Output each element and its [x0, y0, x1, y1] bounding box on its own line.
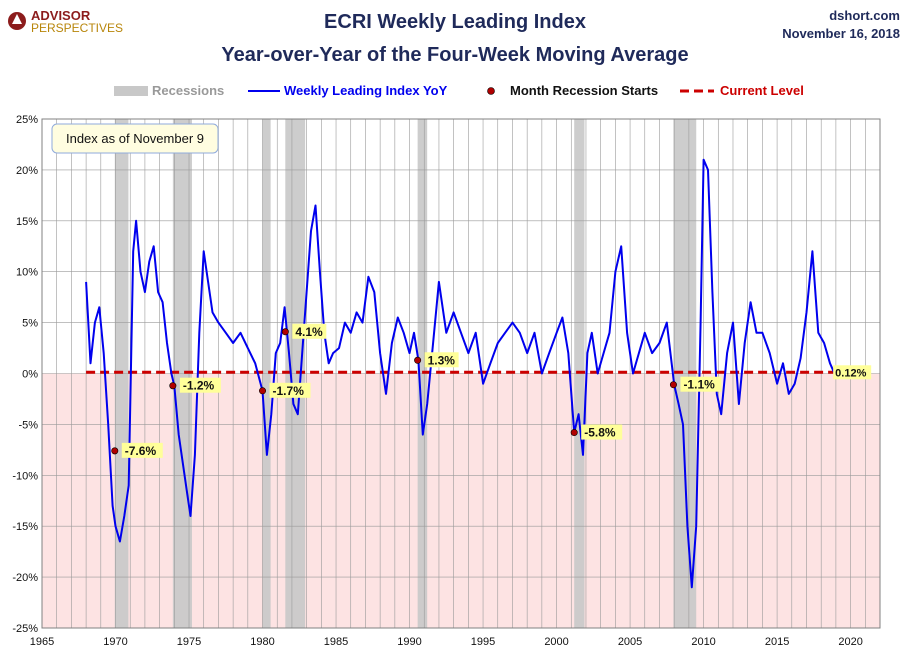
x-tick-label: 2020 — [838, 636, 862, 648]
chart-title-line2: Year-over-Year of the Four-Week Moving A… — [221, 44, 688, 66]
start-marker — [111, 447, 119, 455]
logo: ADVISOR PERSPECTIVES — [8, 8, 123, 35]
start-label-bg — [424, 352, 459, 368]
legend-starts-label: Month Recession Starts — [510, 83, 658, 98]
x-tick-label: 1970 — [103, 636, 127, 648]
start-marker — [169, 382, 177, 390]
start-label: -5.8% — [584, 426, 616, 440]
chart-date: November 16, 2018 — [782, 26, 900, 41]
y-tick-label: 10% — [16, 267, 38, 279]
x-tick-label: 2000 — [544, 636, 568, 648]
start-label: -1.1% — [683, 378, 715, 392]
start-label: 1.3% — [428, 353, 456, 367]
y-tick-label: 0% — [22, 369, 38, 381]
x-tick-label: 1990 — [397, 636, 421, 648]
start-label-bg — [179, 377, 221, 393]
plot-frame — [41, 118, 881, 629]
y-tick-label: 15% — [16, 216, 38, 228]
start-label-bg — [680, 376, 722, 392]
index-note: Index as of November 9 — [51, 123, 219, 154]
current-level-label: 0.12% — [835, 367, 866, 379]
y-tick-label: 25% — [16, 114, 38, 126]
y-tick-label: 5% — [22, 318, 38, 330]
start-marker — [281, 328, 289, 336]
start-label: 4.1% — [295, 325, 323, 339]
y-tick-label: -20% — [12, 572, 38, 584]
legend-current-label: Current Level — [720, 83, 804, 98]
y-tick-label: -10% — [12, 470, 38, 482]
current-label-bg — [833, 365, 872, 380]
recession-start-markers: -7.6% -1.2% -1.7% 4.1% 1.3% -5.8% -1.1% 0.12% — [111, 323, 872, 458]
start-marker — [570, 429, 578, 437]
x-tick-label: 2005 — [618, 636, 642, 648]
start-label: -7.6% — [125, 444, 157, 458]
index-note-text: Index as of November 9 — [66, 131, 204, 146]
x-tick-label: 1975 — [177, 636, 201, 648]
index-note-box — [51, 123, 219, 154]
x-tick-label: 1985 — [324, 636, 348, 648]
start-marker — [259, 387, 267, 395]
legend-series-label: Weekly Leading Index YoY — [284, 83, 448, 98]
legend-recession-swatch — [114, 86, 148, 96]
start-label-bg — [269, 382, 311, 398]
start-label-bg — [292, 323, 327, 339]
axes: 25% 20% 15% 10% 5% 0% -5% -10% -15% -20% -25%1965 1… — [12, 114, 881, 648]
x-tick-label: 2015 — [765, 636, 789, 648]
legend-marker-swatch — [487, 87, 495, 95]
y-tick-label: -5% — [18, 419, 38, 431]
x-tick-label: 1995 — [471, 636, 495, 648]
start-label: -1.7% — [273, 384, 305, 398]
series-line — [85, 158, 835, 589]
start-label-bg — [121, 442, 163, 458]
start-label-bg — [581, 424, 623, 440]
legend: Recessions Weekly Leading Index YoY Mont… — [114, 83, 804, 98]
chart-title-line1: ECRI Weekly Leading Index — [324, 11, 586, 33]
series-layer — [85, 158, 835, 589]
y-tick-label: -15% — [12, 521, 38, 533]
start-marker — [669, 381, 677, 389]
legend-recessions-label: Recessions — [152, 83, 224, 98]
start-label: -1.2% — [183, 379, 215, 393]
negative-zone — [42, 373, 880, 628]
logo-line2: PERSPECTIVES — [31, 21, 123, 35]
x-tick-label: 1980 — [250, 636, 274, 648]
logo-line1: ADVISOR — [31, 8, 91, 23]
y-tick-label: 20% — [16, 165, 38, 177]
y-tick-label: -25% — [12, 623, 38, 635]
logo-arrow-icon — [12, 14, 22, 24]
start-marker — [414, 356, 422, 364]
x-tick-label: 1965 — [30, 636, 54, 648]
x-tick-label: 2010 — [691, 636, 715, 648]
site-name: dshort.com — [829, 8, 900, 23]
